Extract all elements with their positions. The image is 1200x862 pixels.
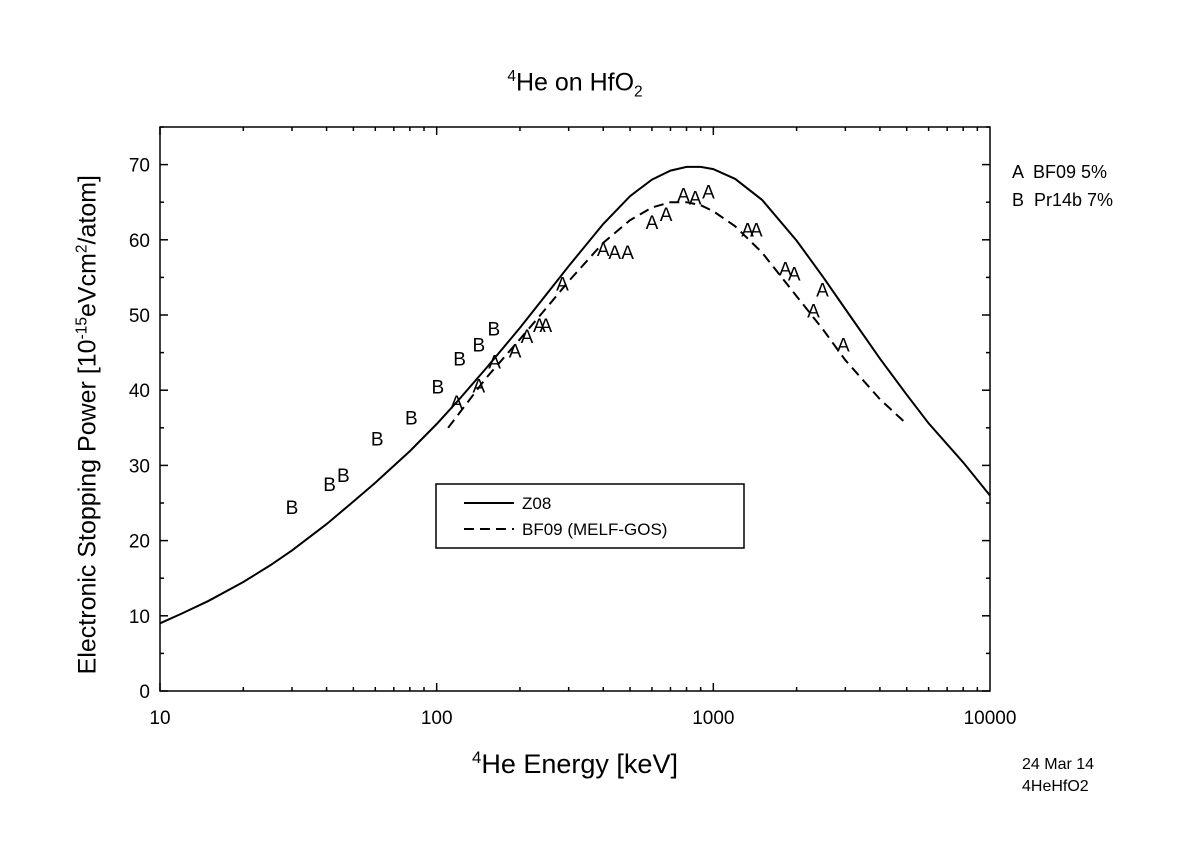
data-point-a: A — [521, 327, 534, 348]
file-stamp: 4HeHfO2 — [1022, 778, 1089, 795]
series-line-z08 — [159, 165, 991, 625]
y-tick-label: 30 — [129, 456, 150, 477]
data-point-a: A — [750, 220, 763, 241]
data-point-b: B — [432, 377, 445, 398]
data-point-b: B — [323, 475, 336, 496]
data-point-b: B — [337, 466, 350, 487]
data-point-a: A — [779, 259, 792, 280]
legend-label: Z08 — [522, 494, 551, 513]
side-legend-a: A BF09 5% — [1012, 162, 1108, 182]
data-point-a: A — [807, 301, 820, 322]
data-point-b: B — [405, 408, 418, 429]
y-tick-label: 10 — [129, 607, 150, 628]
data-point-a: A — [677, 186, 690, 207]
data-point-a: A — [597, 240, 610, 261]
series-line-bf09-melf-gos — [447, 201, 908, 429]
y-tick-label: 20 — [129, 532, 150, 553]
y-tick-label: 60 — [129, 231, 150, 252]
x-tick-label: 1000 — [692, 708, 734, 729]
data-point-a: A — [788, 265, 801, 286]
data-point-b: B — [488, 320, 501, 341]
data-point-a: A — [533, 316, 546, 337]
plot-frame — [159, 126, 991, 692]
side-legend-b: B Pr14b 7% — [1012, 190, 1114, 210]
legend-label: BF09 (MELF-GOS) — [522, 520, 667, 539]
data-point-a: A — [509, 341, 522, 362]
y-axis-label: Electronic Stopping Power [10-15eVcm2/at… — [73, 174, 102, 675]
data-point-a: A — [472, 377, 485, 398]
data-point-a: A — [621, 243, 634, 264]
data-point-a: A — [450, 393, 463, 414]
chart-title: 4He on HfO2 — [507, 68, 643, 101]
data-point-a: A — [646, 213, 659, 234]
x-tick-label: 10000 — [964, 708, 1017, 729]
data-point-a: A — [741, 220, 754, 241]
date-stamp: 24 Mar 14 — [1022, 756, 1095, 773]
data-point-a: A — [608, 243, 621, 264]
data-point-a: A — [702, 183, 715, 204]
y-tick-label: 70 — [129, 156, 150, 177]
data-point-b: B — [472, 335, 485, 356]
y-tick-label: 50 — [129, 306, 150, 327]
data-point-a: A — [837, 335, 850, 356]
data-point-b: B — [453, 350, 466, 371]
y-tick-label: 40 — [129, 381, 150, 402]
x-tick-label: 100 — [421, 708, 453, 729]
data-point-a: A — [660, 205, 673, 226]
data-point-a: A — [816, 280, 829, 301]
data-point-a: A — [556, 274, 569, 295]
data-point-b: B — [371, 429, 384, 450]
data-point-a: A — [539, 316, 552, 337]
legend-box — [435, 483, 745, 549]
data-point-a: A — [689, 189, 702, 210]
data-point-a: A — [488, 353, 501, 374]
data-point-b: B — [286, 498, 299, 519]
y-tick-label: 0 — [139, 682, 150, 703]
x-axis-label: 4He Energy [keV] — [472, 748, 678, 779]
x-tick-label: 10 — [149, 708, 170, 729]
